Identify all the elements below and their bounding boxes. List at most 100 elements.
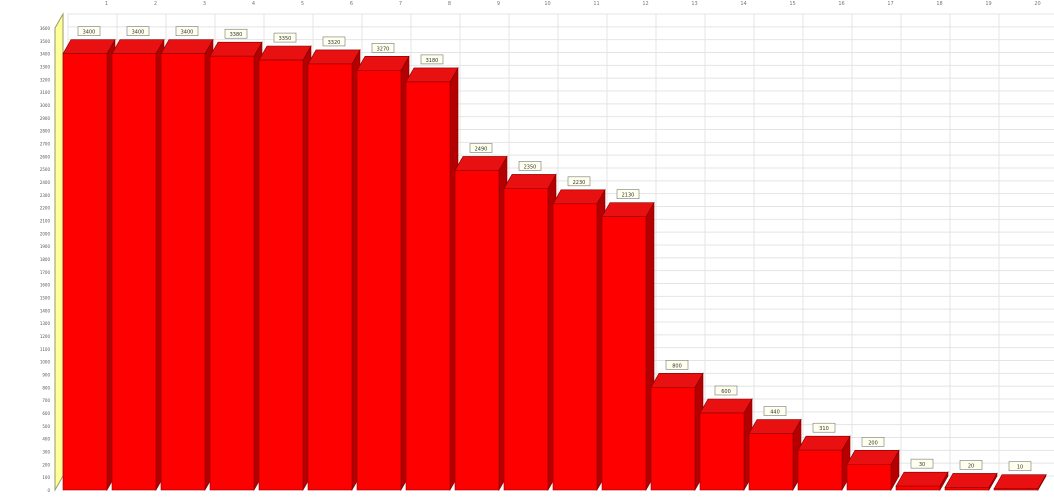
bar-top	[748, 419, 802, 434]
bar	[160, 38, 214, 492]
side-wall	[54, 12, 64, 492]
bar-front	[160, 53, 206, 491]
bar	[62, 38, 116, 492]
bar-front	[699, 412, 745, 491]
y-tick-label: 2300	[40, 193, 51, 198]
bar	[650, 372, 704, 492]
data-label: 600	[714, 385, 738, 396]
data-label-text: 3320	[328, 40, 341, 46]
data-label-box	[322, 36, 346, 47]
data-label-box	[959, 460, 983, 470]
x-tick-label: 9	[497, 1, 500, 7]
data-label-text: 2230	[573, 180, 586, 186]
bar	[846, 449, 900, 492]
data-label: 3350	[273, 32, 297, 43]
y-tick-label: 700	[42, 398, 50, 403]
x-tick-label: 8	[448, 1, 451, 7]
y-tick-label: 1100	[40, 347, 51, 352]
bar-top	[846, 450, 900, 465]
bar	[209, 41, 263, 492]
bar-front	[601, 216, 647, 491]
bar-top	[405, 67, 459, 83]
bar	[111, 38, 165, 492]
bar-top	[454, 156, 508, 171]
bar-top	[160, 39, 214, 54]
y-tick-label: 900	[42, 373, 50, 378]
x-tick-label: 15	[789, 1, 795, 7]
bar-top	[307, 49, 361, 65]
data-label-text: 3380	[230, 32, 243, 38]
y-tick-label: 2900	[40, 116, 51, 121]
y-tick-label: 400	[42, 437, 50, 442]
data-label-text: 3350	[279, 36, 292, 42]
bar-front	[454, 170, 500, 491]
y-tick-label: 200	[42, 462, 50, 467]
bars-layer	[62, 38, 1047, 492]
data-label-text: 2490	[475, 146, 488, 152]
bar-top	[552, 189, 606, 205]
y-tick-label: 3500	[40, 39, 51, 44]
bar-front	[797, 449, 843, 491]
y-tick-label: 300	[42, 450, 50, 455]
data-label-text: 2350	[524, 164, 537, 170]
data-labels-layer: 3400 3400 3400 3380 3350 3320 3270 3180 2490 2350…	[77, 26, 1032, 472]
data-label: 3270	[371, 43, 395, 53]
bar-top	[895, 471, 949, 487]
bar	[944, 472, 998, 492]
data-label-text: 3400	[132, 30, 145, 36]
bar	[797, 435, 851, 492]
bar	[258, 44, 312, 492]
y-tick-label: 1600	[40, 283, 51, 288]
y-tick-label: 3100	[40, 90, 51, 95]
bar-top	[699, 398, 753, 414]
data-label: 2130	[616, 189, 640, 199]
y-tick-label: 2800	[40, 129, 51, 134]
data-label-text: 10	[1017, 465, 1023, 471]
y-tick-label: 3200	[40, 77, 51, 82]
y-tick-label: 0	[47, 488, 50, 493]
data-label: 10	[1008, 461, 1032, 472]
data-label: 3380	[224, 28, 248, 39]
data-label-text: 3180	[426, 58, 439, 64]
data-label: 200	[861, 437, 885, 447]
data-label-box	[371, 43, 395, 53]
data-label-box	[714, 385, 738, 396]
y-tick-label: 2600	[40, 154, 51, 159]
y-tick-label: 1200	[40, 334, 51, 339]
bar-front	[650, 387, 696, 491]
x-tick-label: 4	[252, 1, 255, 7]
bar	[699, 397, 753, 492]
data-label-text: 600	[721, 389, 731, 395]
y-tick-label: 2500	[40, 167, 51, 172]
bar-front	[503, 188, 549, 491]
data-label-box	[763, 406, 787, 416]
y-tick-label: 1500	[40, 296, 51, 301]
data-label: 2350	[518, 161, 542, 171]
bar	[895, 471, 949, 492]
x-axis-ticks: 1 2 3 4 5 6 7 8 9 10 11 12 13 14 15 16 17 18 19 20	[105, 1, 1041, 7]
data-label: 3180	[420, 54, 444, 65]
x-tick-label: 12	[642, 1, 648, 7]
x-tick-label: 6	[350, 1, 353, 7]
y-tick-label: 3400	[40, 52, 51, 57]
data-label-box	[469, 143, 493, 153]
bar-top	[356, 56, 410, 71]
bar-front	[356, 70, 402, 491]
bar-top	[503, 174, 557, 189]
y-tick-label: 3600	[40, 26, 51, 31]
y-tick-label: 3000	[40, 103, 51, 108]
x-tick-label: 10	[544, 1, 550, 7]
data-label-box	[77, 26, 101, 36]
bar-top	[650, 373, 704, 388]
y-tick-label: 1400	[40, 308, 51, 313]
data-label: 440	[763, 406, 787, 416]
data-label-text: 3400	[83, 30, 96, 36]
y-axis-ticks: 0 100 200 300 400 500 600 700 800 900 1000 1100 1200…	[40, 26, 51, 493]
bar	[552, 188, 606, 492]
bar	[307, 48, 361, 492]
data-label-text: 30	[919, 462, 925, 468]
y-tick-label: 2700	[40, 142, 51, 147]
y-tick-label: 1800	[40, 257, 51, 262]
bar-front	[307, 63, 353, 491]
x-tick-label: 17	[887, 1, 893, 7]
